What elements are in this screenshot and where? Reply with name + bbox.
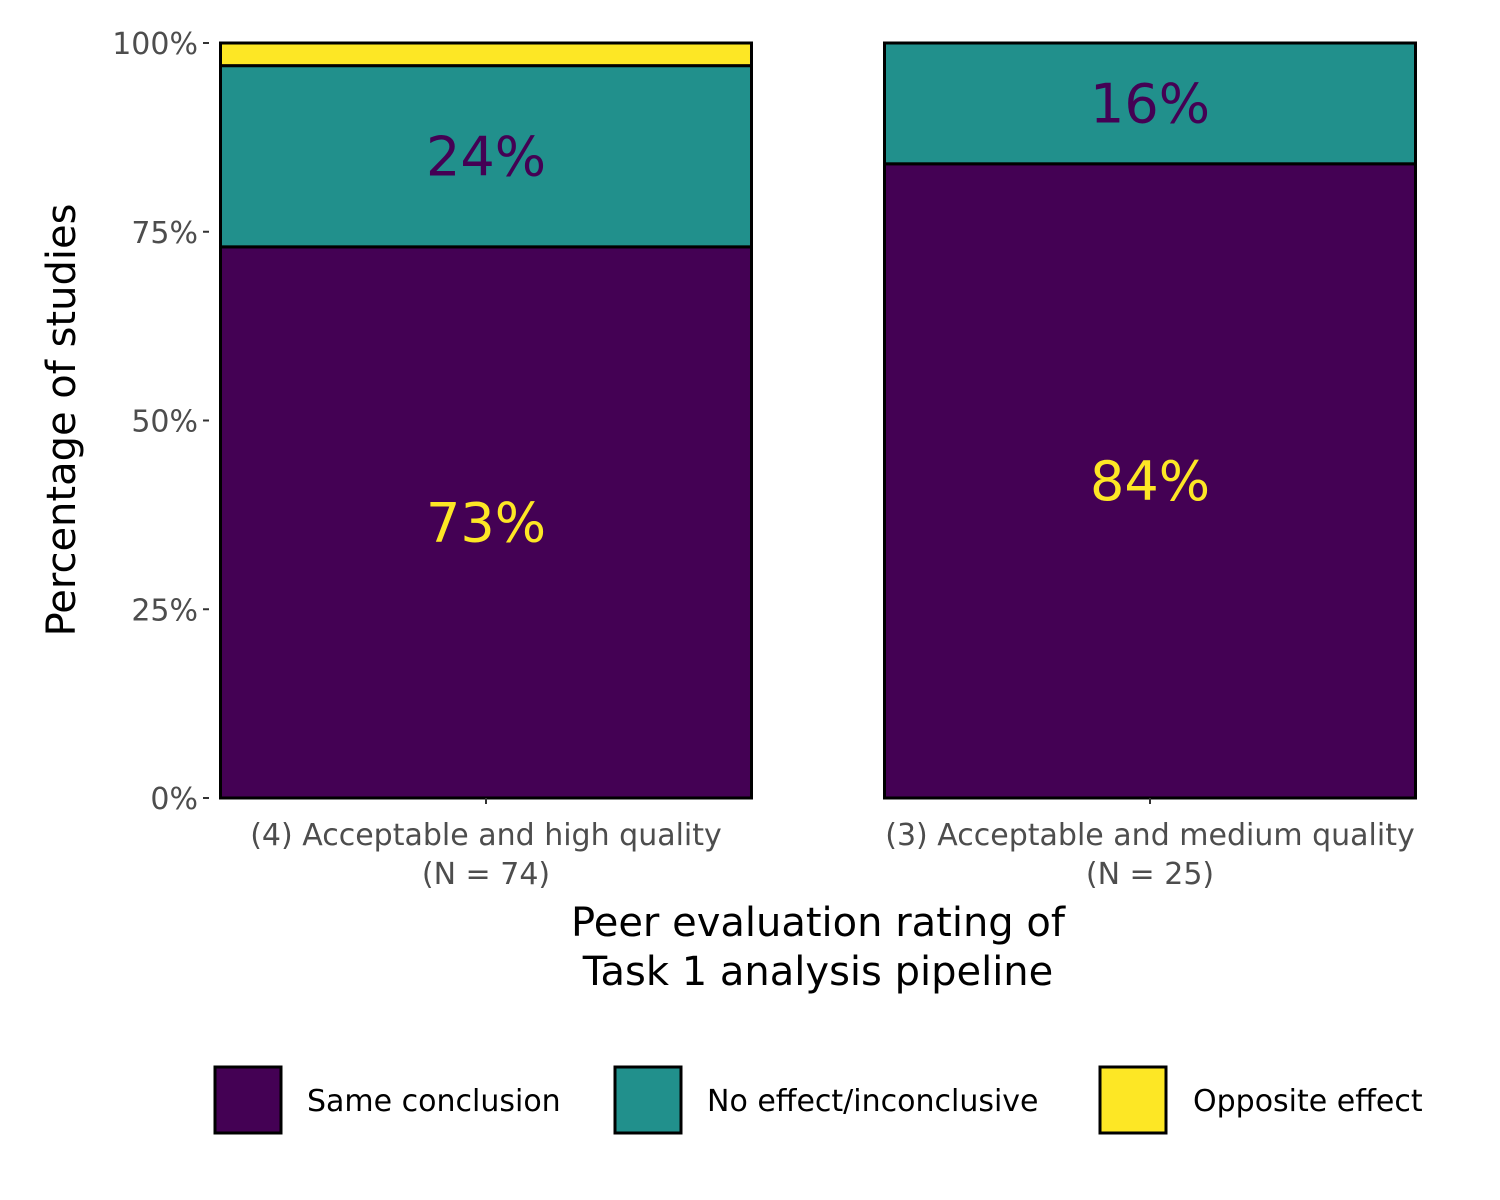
legend: Same conclusion No effect/inconclusive Opp… [213, 1065, 1423, 1135]
legend-label: Same conclusion [307, 1084, 561, 1119]
y-tick-label: 100% [112, 27, 198, 62]
x-axis-title: Peer evaluation rating of Task 1 analysis… [571, 900, 1066, 995]
x-axis: (4) Acceptable and high quality (N = 74) (… [250, 798, 1415, 892]
y-tick-label: 0% [150, 782, 198, 817]
y-tick-label: 50% [131, 405, 198, 440]
y-axis-title: Percentage of studies [39, 204, 85, 637]
bar-value-label: 84% [1090, 450, 1210, 513]
legend-label: Opposite effect [1193, 1084, 1423, 1119]
bar-segment-opposite-effect [219, 41, 753, 68]
bar-value-label: 16% [1090, 72, 1210, 135]
y-tick-label: 75% [131, 216, 198, 251]
y-axis: 0% 25% 50% 75% 100% [112, 27, 209, 817]
legend-key [613, 1065, 683, 1135]
bars: 73% 24% 84% 16% [219, 41, 1417, 800]
legend-key [1098, 1065, 1168, 1135]
bar-segment-same-conclusion [219, 245, 753, 800]
bar-value-label: 24% [426, 125, 546, 188]
legend-label: No effect/inconclusive [707, 1084, 1039, 1119]
bar-segment-same-conclusion [883, 162, 1417, 800]
legend-key [213, 1065, 283, 1135]
bar-value-label: 73% [426, 491, 546, 554]
bar-segment-no-effect-inconclusive [883, 41, 1417, 166]
x-tick-label: (3) Acceptable and medium quality (N = 25… [885, 818, 1414, 892]
y-tick-label: 25% [131, 593, 198, 628]
bar-segment-no-effect-inconclusive [219, 64, 753, 249]
x-tick-label: (4) Acceptable and high quality (N = 74) [250, 818, 722, 892]
